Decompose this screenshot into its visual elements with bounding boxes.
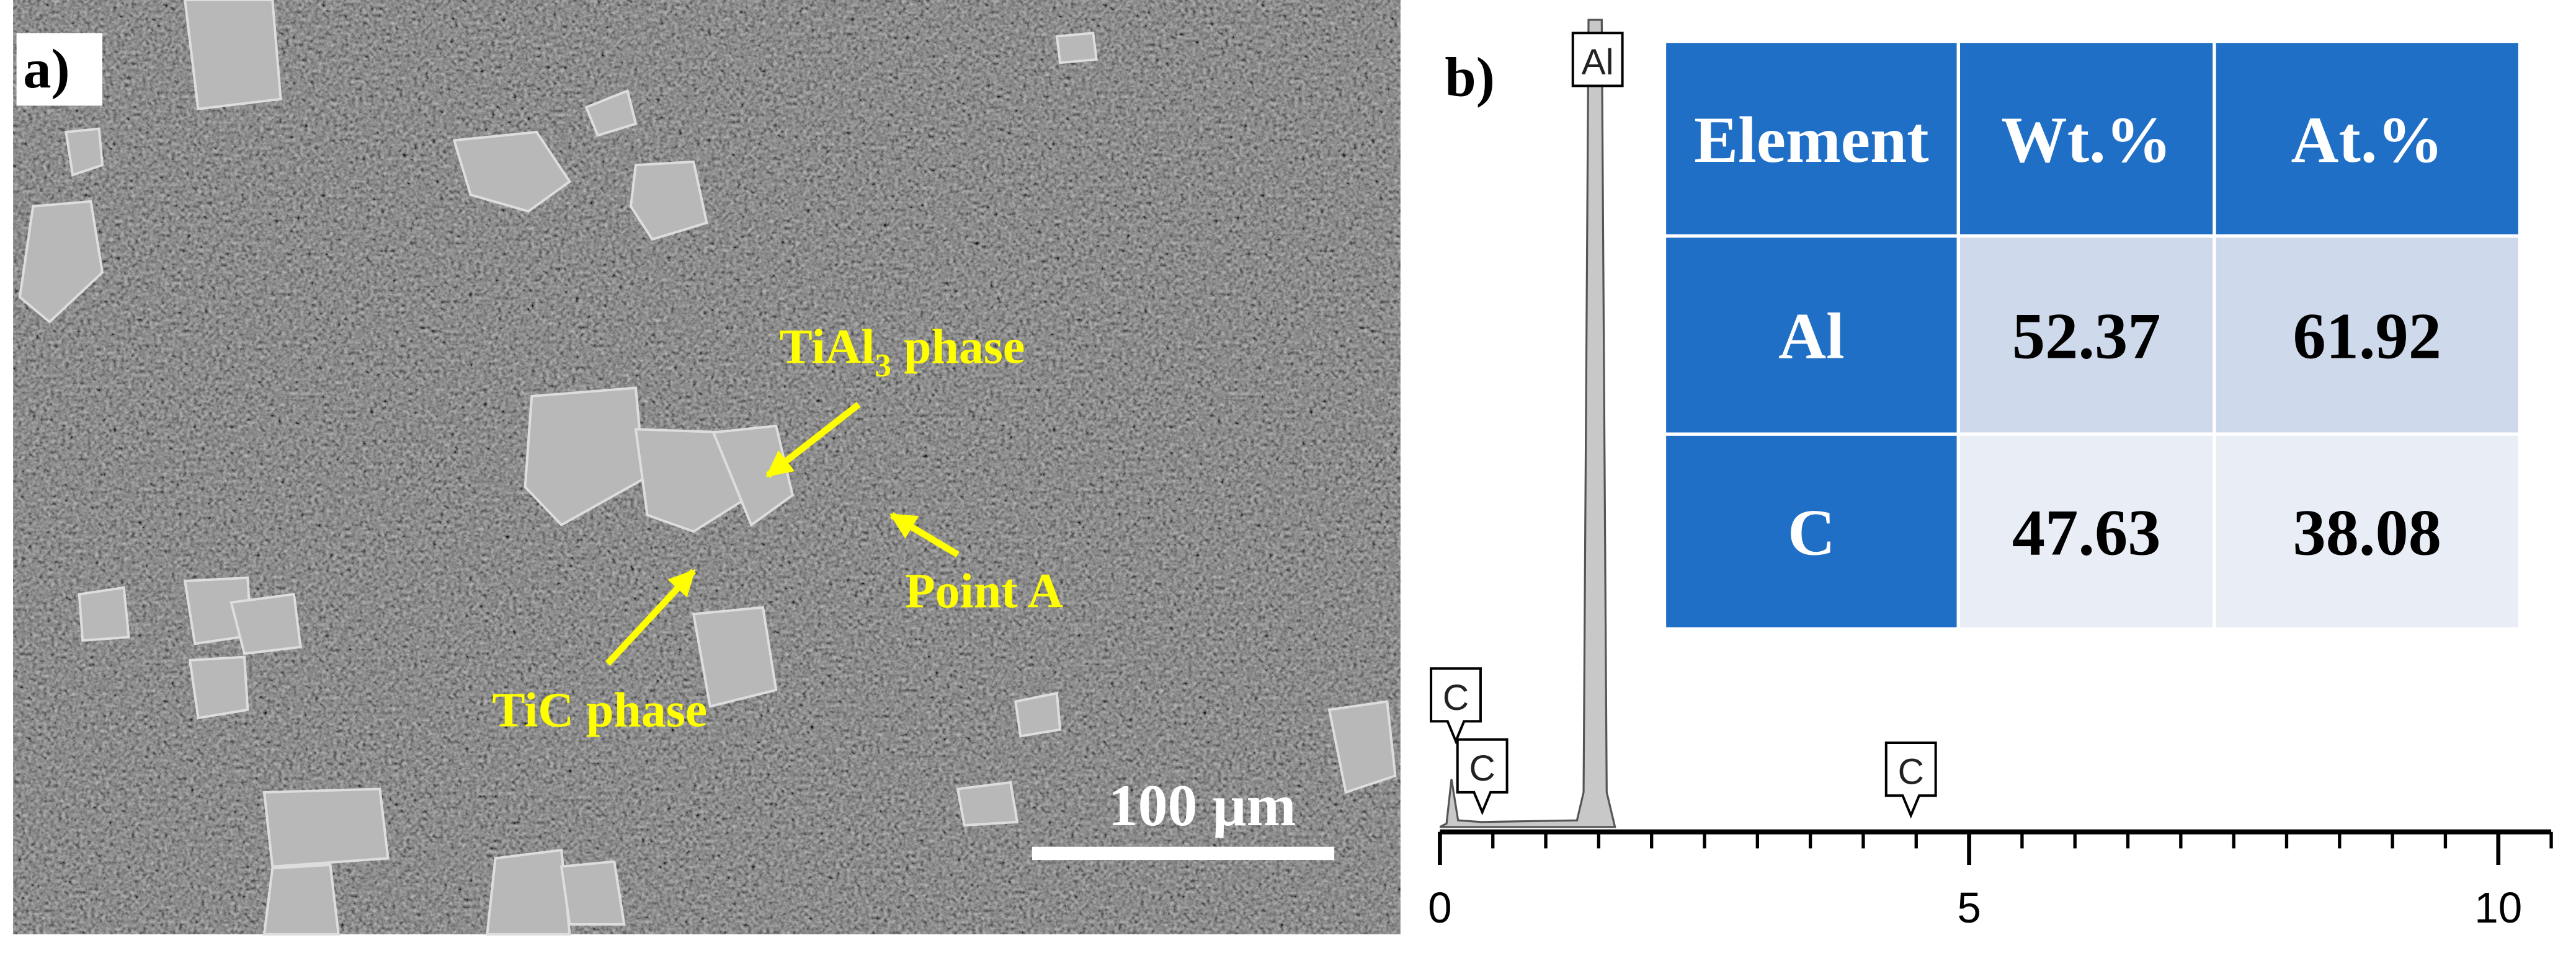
composition-table: Element Wt.% At.% Al 52.37 61.92 C 47.63 38.08: [1662, 39, 2522, 631]
scale-bar-label: 100 µm: [1108, 773, 1296, 838]
table-value: 52.37: [2012, 300, 2161, 373]
x-tick-label: 5: [1957, 884, 1981, 932]
peak-marker: [1884, 742, 1937, 819]
annotations: TiAl3 phase Point A TiC phase: [492, 320, 1063, 738]
peak-label: C: [1469, 748, 1495, 789]
peak-marker: [1456, 738, 1509, 816]
x-axis: 0 5 10: [1428, 829, 2553, 932]
table-cell: [2213, 39, 2522, 238]
scale-bar: [1032, 846, 1335, 861]
table-header: Element: [1694, 104, 1928, 177]
peak-label: Al: [1582, 42, 1614, 82]
panel-label: b): [1445, 45, 1494, 108]
annotation-text: TiAl: [780, 320, 875, 374]
annotation: TiAl3 phase: [780, 320, 1025, 384]
spectrum-curve: [1439, 19, 1616, 828]
annotation: TiC phase: [492, 683, 707, 737]
annotation-subscript: 3: [875, 347, 891, 384]
x-tick-label: 10: [2474, 884, 2522, 932]
peak-marker: [1430, 667, 1482, 745]
arrow: [765, 402, 861, 478]
table-cell: [1662, 234, 1961, 436]
table-value: 38.08: [2293, 497, 2441, 570]
peak-label: C: [1443, 678, 1469, 718]
annotation-suffix: phase: [891, 320, 1025, 374]
table-cell: [2213, 432, 2522, 631]
panel-label: a): [23, 37, 69, 100]
table-cell: [1956, 39, 2216, 238]
arrows: [605, 402, 960, 666]
table-value: 61.92: [2293, 300, 2441, 373]
table-value: 47.63: [2012, 497, 2161, 570]
x-tick-label: 0: [1428, 884, 1452, 932]
table-value: Al: [1778, 300, 1844, 373]
table-cell: [2213, 234, 2522, 436]
peak-label: C: [1898, 752, 1924, 792]
table-cell: [1662, 432, 1961, 631]
table-header: Wt.%: [2001, 104, 2172, 177]
sem-image: [13, 0, 1401, 936]
table-cell: [1662, 39, 1961, 238]
peak-marker: [1571, 32, 1624, 87]
annotation: Point A: [905, 564, 1063, 619]
sem-particles: [18, 0, 1397, 936]
panel-label-box: [16, 33, 103, 106]
arrow: [605, 569, 697, 666]
table-header: At.%: [2291, 104, 2443, 177]
arrow: [889, 512, 960, 558]
table-value: C: [1788, 497, 1835, 570]
